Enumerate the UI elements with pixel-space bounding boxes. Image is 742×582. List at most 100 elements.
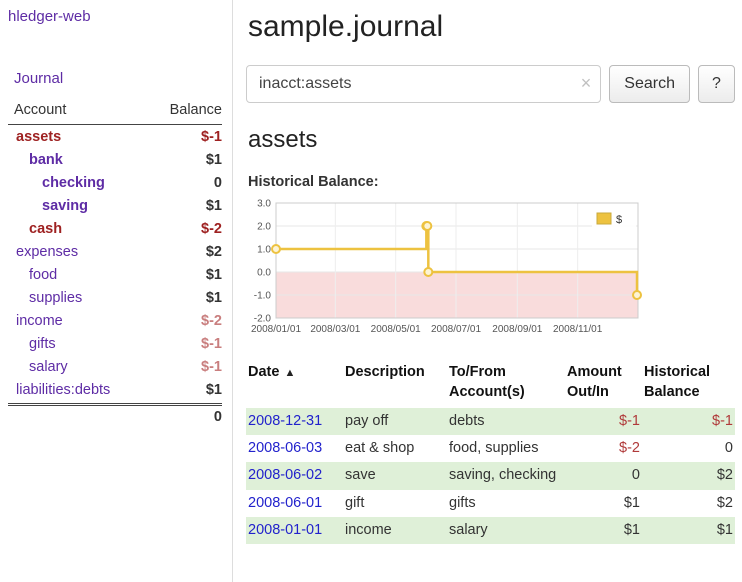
account-link-assets[interactable]: assets xyxy=(16,128,62,145)
svg-text:$: $ xyxy=(616,214,622,226)
account-row: expenses $2 xyxy=(8,240,222,263)
clear-search-icon[interactable]: × xyxy=(580,73,592,93)
transaction-balance: $1 xyxy=(716,521,733,538)
account-row: saving $1 xyxy=(8,194,222,217)
transaction-balance: 0 xyxy=(724,440,733,457)
header-date[interactable]: Date ▲ xyxy=(246,361,343,408)
account-row: assets $-1 xyxy=(8,125,222,148)
account-row: supplies $1 xyxy=(8,286,222,309)
search-bar: × Search ? xyxy=(246,65,735,103)
transaction-row: 2008-06-02 save saving, checking 0 $2 xyxy=(246,462,735,490)
svg-text:2008/01/01: 2008/01/01 xyxy=(251,324,301,335)
account-row: salary $-1 xyxy=(8,355,222,378)
app-title-link[interactable]: hledger-web xyxy=(8,8,91,25)
account-link-food[interactable]: food xyxy=(29,266,58,283)
account-balance: 0 xyxy=(213,174,222,191)
account-balance: $2 xyxy=(205,243,222,260)
account-link-checking[interactable]: checking xyxy=(42,174,105,191)
transaction-accounts: gifts xyxy=(449,494,476,511)
transaction-row: 2008-06-03 eat & shop food, supplies $-2… xyxy=(246,435,735,462)
accounts-total-value: 0 xyxy=(213,409,222,425)
account-row: liabilities:debts $1 xyxy=(8,378,222,401)
page-title: sample.journal xyxy=(248,10,444,43)
sidebar-item-journal[interactable]: Journal xyxy=(14,70,64,87)
transaction-accounts: saving, checking xyxy=(449,467,557,484)
transaction-date-link[interactable]: 2008-06-03 xyxy=(248,440,323,457)
account-link-expenses[interactable]: expenses xyxy=(16,243,79,260)
account-balance: $-2 xyxy=(201,312,222,329)
search-input-wrap: × xyxy=(246,65,602,103)
accounts-table: Account Balance assets $-1 bank $1 check… xyxy=(8,102,222,425)
svg-text:-2.0: -2.0 xyxy=(254,314,272,325)
transaction-date-link[interactable]: 2008-06-01 xyxy=(248,494,323,511)
svg-text:0.0: 0.0 xyxy=(257,268,271,279)
transaction-accounts: debts xyxy=(449,413,485,430)
transaction-date-link[interactable]: 2008-06-02 xyxy=(248,467,323,484)
transaction-balance: $2 xyxy=(716,467,733,484)
svg-text:2008/05/01: 2008/05/01 xyxy=(371,324,421,335)
transaction-row: 2008-06-01 gift gifts $1 $2 xyxy=(246,490,735,517)
account-link-gifts[interactable]: gifts xyxy=(29,335,56,352)
transaction-accounts: food, supplies xyxy=(449,440,539,457)
account-row: bank $1 xyxy=(8,148,222,171)
account-link-cash[interactable]: cash xyxy=(29,220,63,237)
transaction-amount: $-1 xyxy=(619,413,640,430)
accounts-header-balance: Balance xyxy=(169,102,222,118)
account-row: gifts $-1 xyxy=(8,332,222,355)
header-tofrom-accounts: To/From Account(s) xyxy=(449,364,525,400)
account-balance: $1 xyxy=(205,151,222,168)
transaction-description: save xyxy=(345,467,376,484)
account-balance: $1 xyxy=(205,289,222,306)
svg-text:2008/09/01: 2008/09/01 xyxy=(492,324,542,335)
sidebar: hledger-web Journal Account Balance asse… xyxy=(0,0,233,582)
accounts-table-header: Account Balance xyxy=(8,102,222,125)
chart-heading: Historical Balance: xyxy=(248,174,379,190)
account-balance: $1 xyxy=(205,266,222,283)
transaction-amount: $1 xyxy=(623,521,640,538)
transaction-row: 2008-01-01 income salary $1 $1 xyxy=(246,516,735,544)
transaction-date-link[interactable]: 2008-01-01 xyxy=(248,521,323,538)
transaction-balance: $-1 xyxy=(712,413,733,430)
help-button[interactable]: ? xyxy=(698,65,735,103)
accounts-header-account: Account xyxy=(14,102,67,118)
transaction-description: gift xyxy=(345,494,365,511)
account-row: food $1 xyxy=(8,263,222,286)
account-link-saving[interactable]: saving xyxy=(42,197,88,214)
svg-text:2008/11/01: 2008/11/01 xyxy=(553,324,603,335)
svg-text:2008/07/01: 2008/07/01 xyxy=(431,324,481,335)
svg-text:1.0: 1.0 xyxy=(257,245,271,256)
account-balance: $1 xyxy=(205,381,222,398)
transaction-accounts: salary xyxy=(449,521,488,538)
account-link-liabilities-debts[interactable]: liabilities:debts xyxy=(16,381,111,398)
accounts-total-row: 0 xyxy=(8,403,222,425)
svg-text:2.0: 2.0 xyxy=(257,222,271,233)
svg-text:-1.0: -1.0 xyxy=(254,291,272,302)
transaction-description: pay off xyxy=(345,413,389,430)
transaction-description: income xyxy=(345,521,392,538)
transaction-date-link[interactable]: 2008-12-31 xyxy=(248,413,323,430)
transaction-amount: $1 xyxy=(623,494,640,511)
transaction-row: 2008-12-31 pay off debts $-1 $-1 xyxy=(246,408,735,436)
account-link-income[interactable]: income xyxy=(16,312,63,329)
transaction-balance: $2 xyxy=(716,494,733,511)
svg-text:2008/03/01: 2008/03/01 xyxy=(310,324,360,335)
account-heading: assets xyxy=(248,126,318,153)
sort-by-date-link[interactable]: Date xyxy=(248,364,280,380)
account-link-supplies[interactable]: supplies xyxy=(29,289,83,306)
account-balance: $1 xyxy=(205,197,222,214)
account-row: income $-2 xyxy=(8,309,222,332)
account-row: checking 0 xyxy=(8,171,222,194)
account-balance: $-2 xyxy=(201,220,222,237)
transaction-amount: $-2 xyxy=(619,440,640,457)
svg-text:3.0: 3.0 xyxy=(257,199,271,210)
search-button[interactable]: Search xyxy=(609,65,690,103)
account-balance: $-1 xyxy=(201,128,222,145)
header-amount: Amount Out/In xyxy=(567,364,622,400)
account-link-salary[interactable]: salary xyxy=(29,358,68,375)
transaction-description: eat & shop xyxy=(345,440,415,457)
main-content: sample.journal × Search ? assets Histori… xyxy=(246,0,735,544)
transactions-table: Date ▲ Description To/From Account(s) Amo… xyxy=(246,361,735,544)
search-input[interactable] xyxy=(246,65,602,103)
account-link-bank[interactable]: bank xyxy=(29,151,63,168)
